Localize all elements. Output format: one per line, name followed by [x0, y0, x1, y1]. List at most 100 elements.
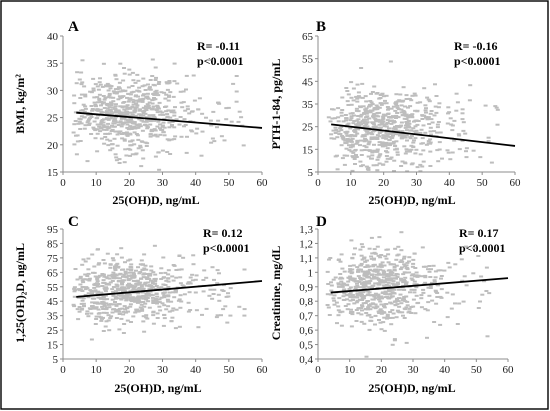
- data-point: [170, 120, 175, 123]
- data-point: [382, 311, 387, 314]
- data-point: [215, 126, 219, 129]
- data-point: [160, 111, 165, 114]
- data-point: [413, 152, 418, 155]
- data-point: [373, 252, 378, 255]
- y-tick-label: 85: [47, 238, 59, 250]
- data-point: [375, 158, 380, 161]
- data-point: [381, 272, 386, 275]
- data-point: [354, 301, 359, 304]
- data-point: [335, 154, 339, 157]
- data-point: [72, 94, 77, 97]
- data-point: [123, 308, 128, 311]
- data-point: [109, 104, 114, 107]
- data-point: [382, 279, 387, 282]
- data-point: [131, 271, 136, 274]
- data-point: [130, 139, 135, 142]
- data-point: [421, 160, 426, 163]
- data-point: [143, 89, 148, 91]
- data-point: [400, 114, 405, 117]
- data-point: [166, 99, 171, 102]
- data-point: [114, 78, 119, 81]
- data-point: [362, 322, 367, 325]
- x-tick-label: 50: [471, 364, 483, 376]
- data-point: [141, 97, 146, 100]
- data-point: [78, 283, 83, 286]
- data-point: [371, 126, 376, 128]
- data-point: [378, 94, 383, 96]
- data-point: [384, 123, 389, 126]
- data-point: [136, 301, 141, 304]
- data-point: [351, 156, 356, 159]
- data-point: [150, 75, 155, 77]
- data-point: [415, 302, 420, 305]
- data-point: [389, 277, 394, 280]
- data-point: [334, 128, 339, 131]
- data-point: [407, 149, 412, 152]
- data-point: [439, 288, 444, 291]
- data-point: [167, 126, 172, 129]
- data-point: [158, 110, 163, 113]
- data-point: [384, 143, 388, 145]
- data-point: [94, 315, 99, 318]
- y-tick-label: 1,2: [299, 238, 313, 250]
- data-point: [104, 290, 108, 293]
- data-point: [405, 261, 410, 264]
- data-point: [152, 84, 157, 87]
- data-point: [112, 122, 117, 125]
- data-point: [113, 301, 117, 303]
- data-point: [342, 288, 347, 291]
- data-point: [110, 124, 114, 127]
- data-point: [371, 269, 376, 272]
- data-point: [156, 83, 161, 85]
- data-point: [339, 111, 344, 114]
- data-point: [242, 308, 247, 311]
- data-point: [359, 243, 364, 246]
- data-point: [140, 308, 145, 311]
- data-point: [373, 297, 378, 300]
- data-point: [386, 281, 391, 284]
- data-point: [78, 97, 83, 99]
- data-point: [435, 292, 440, 294]
- data-point: [128, 268, 133, 271]
- data-point: [382, 270, 387, 273]
- data-point: [237, 110, 242, 113]
- data-point: [419, 294, 424, 297]
- data-point: [355, 266, 360, 269]
- data-point: [425, 96, 430, 99]
- data-point: [363, 137, 368, 140]
- data-point: [384, 137, 389, 140]
- data-point: [362, 256, 367, 259]
- data-point: [450, 151, 455, 154]
- data-point: [448, 117, 453, 120]
- data-point: [133, 153, 138, 156]
- data-point: [329, 133, 334, 136]
- data-point: [164, 308, 169, 311]
- data-point: [161, 276, 166, 279]
- data-point: [177, 268, 182, 271]
- data-point: [149, 284, 154, 287]
- data-point: [89, 312, 94, 315]
- data-point: [161, 283, 166, 286]
- data-point: [495, 123, 500, 126]
- data-point: [386, 113, 390, 116]
- data-point: [159, 296, 164, 299]
- data-point: [395, 153, 400, 156]
- data-point: [186, 310, 191, 313]
- data-point: [118, 97, 123, 100]
- data-point: [117, 307, 122, 310]
- data-point: [326, 306, 331, 309]
- data-point: [404, 281, 409, 284]
- data-point: [372, 112, 377, 115]
- data-point: [78, 128, 83, 130]
- data-point: [378, 321, 383, 324]
- data-point: [380, 118, 385, 121]
- data-point: [124, 306, 129, 309]
- data-point: [142, 305, 147, 308]
- data-point: [141, 320, 146, 323]
- data-point: [102, 128, 106, 131]
- data-point: [122, 108, 127, 111]
- data-point: [160, 124, 165, 127]
- data-point: [141, 276, 146, 279]
- data-point: [379, 312, 384, 315]
- data-point: [409, 163, 414, 166]
